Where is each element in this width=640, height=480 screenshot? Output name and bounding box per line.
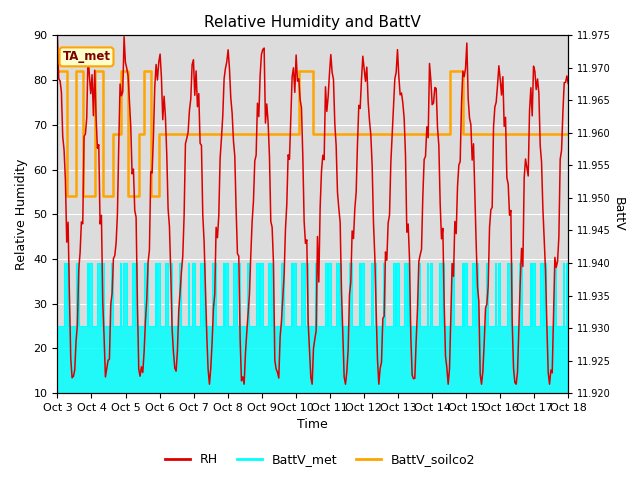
Y-axis label: Relative Humidity: Relative Humidity bbox=[15, 158, 28, 270]
X-axis label: Time: Time bbox=[298, 419, 328, 432]
Y-axis label: BattV: BattV bbox=[612, 197, 625, 231]
Legend: RH, BattV_met, BattV_soilco2: RH, BattV_met, BattV_soilco2 bbox=[159, 448, 481, 471]
Text: TA_met: TA_met bbox=[63, 50, 111, 63]
Title: Relative Humidity and BattV: Relative Humidity and BattV bbox=[204, 15, 421, 30]
